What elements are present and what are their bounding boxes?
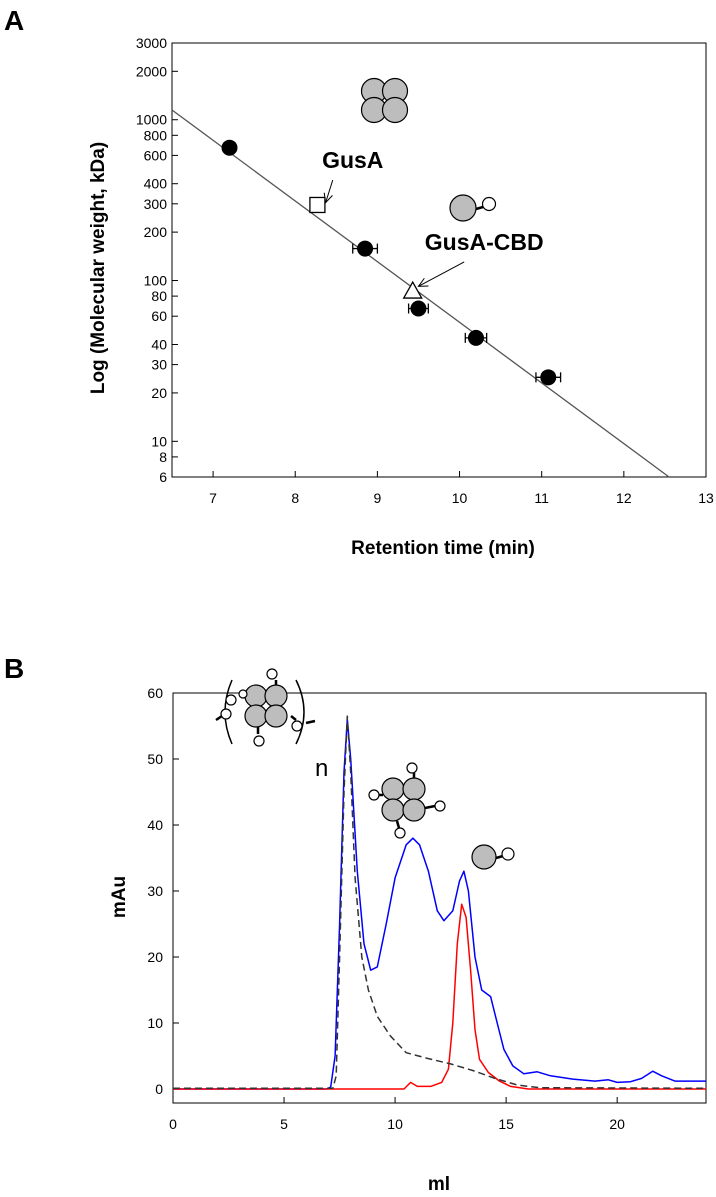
y-tick-label-b: 0 [155,1081,163,1097]
plot-frame-b [172,692,707,1104]
y-tick-label-b: 40 [147,817,163,833]
panel-a: A 68102030406080100200300400600800100020… [4,5,714,559]
tetramer-cbd-icon [368,762,446,839]
y-tick-label-a: 30 [151,357,167,373]
fit-line [171,109,670,478]
y-tick-label-a: 800 [144,127,168,143]
plot-frame-a [171,42,707,478]
y-tick-label-a: 1000 [136,112,167,128]
monomer-cbd-icon-b [471,844,515,870]
aggregate-icon [215,668,316,747]
annotation-label: GusA [322,147,383,173]
trace-1 [173,903,706,1090]
standard-point [357,240,374,257]
y-tick-label-b: 30 [147,883,163,899]
y-axis-title-a: Log (Molecular weight, kDa) [88,142,109,394]
panel-b: B 0 10 20 30 40 50 60 0 5 10 15 20 n [4,653,707,1195]
panel-label-a: A [4,5,24,36]
y-tick-label-a: 3000 [136,35,167,51]
monomer-cbd-icon [449,194,497,222]
data-points-a [221,139,562,386]
y-ticks-b: 0 10 20 30 40 50 60 [147,685,179,1097]
standard-point [221,139,238,156]
x-tick-label-b: 0 [169,1116,177,1132]
x-axis-title-b: ml [428,1174,450,1195]
standard-point [540,369,557,386]
x-axis-title-a: Retention time (min) [351,538,535,559]
x-ticks-a: 7 8 9 10 11 12 13 [209,471,714,506]
y-tick-label-a: 10 [151,433,167,449]
y-tick-label-b: 20 [147,949,163,965]
y-axis-title-b: mAu [109,876,130,918]
x-tick-label-a: 12 [616,490,632,506]
x-tick-label-a: 11 [534,490,549,506]
x-tick-label-b: 5 [280,1116,288,1132]
x-tick-label-b: 15 [498,1116,514,1132]
x-tick-label-b: 10 [387,1116,403,1132]
x-tick-label-b: 20 [609,1116,625,1132]
y-tick-label-a: 40 [151,337,167,353]
chromatogram-traces [173,715,707,1090]
y-tick-label-b: 60 [147,685,163,701]
standard-point [467,329,484,346]
y-tick-label-a: 600 [144,147,168,163]
gusa-cbd-point [402,280,423,299]
gusa-point [309,196,326,214]
y-tick-label-b: 50 [147,751,163,767]
annotation-label: GusA-CBD [425,229,544,255]
x-tick-label-a: 7 [209,490,217,506]
arrow-head [417,277,429,287]
annotations-a: GusA GusA-CBD [322,147,544,287]
tetramer-icon [360,77,409,124]
y-tick-label-a: 400 [144,176,168,192]
y-tick-label-b: 10 [147,1015,163,1031]
trace-0 [173,718,706,1090]
x-tick-label-a: 9 [373,490,381,506]
y-tick-label-a: 200 [144,224,168,240]
arrow-head [323,192,333,204]
annotation-arrow [325,179,334,203]
panel-label-b: B [4,653,24,684]
y-tick-label-a: 60 [151,308,167,324]
trace-2 [173,715,707,1090]
x-ticks-b: 0 5 10 15 20 [169,1097,625,1132]
y-tick-label-a: 2000 [136,63,167,79]
y-tick-label-a: 300 [144,196,168,212]
standard-point [410,300,427,317]
x-tick-label-a: 13 [698,490,714,506]
annotation-arrow [418,261,465,287]
n-label: n [315,755,328,782]
y-tick-label-a: 6 [159,469,167,485]
x-tick-label-a: 8 [291,490,299,506]
y-tick-label-a: 80 [151,288,167,304]
x-tick-label-a: 10 [452,490,468,506]
y-tick-label-a: 100 [144,273,168,289]
y-tick-label-a: 20 [151,385,167,401]
y-tick-label-a: 8 [159,449,167,465]
